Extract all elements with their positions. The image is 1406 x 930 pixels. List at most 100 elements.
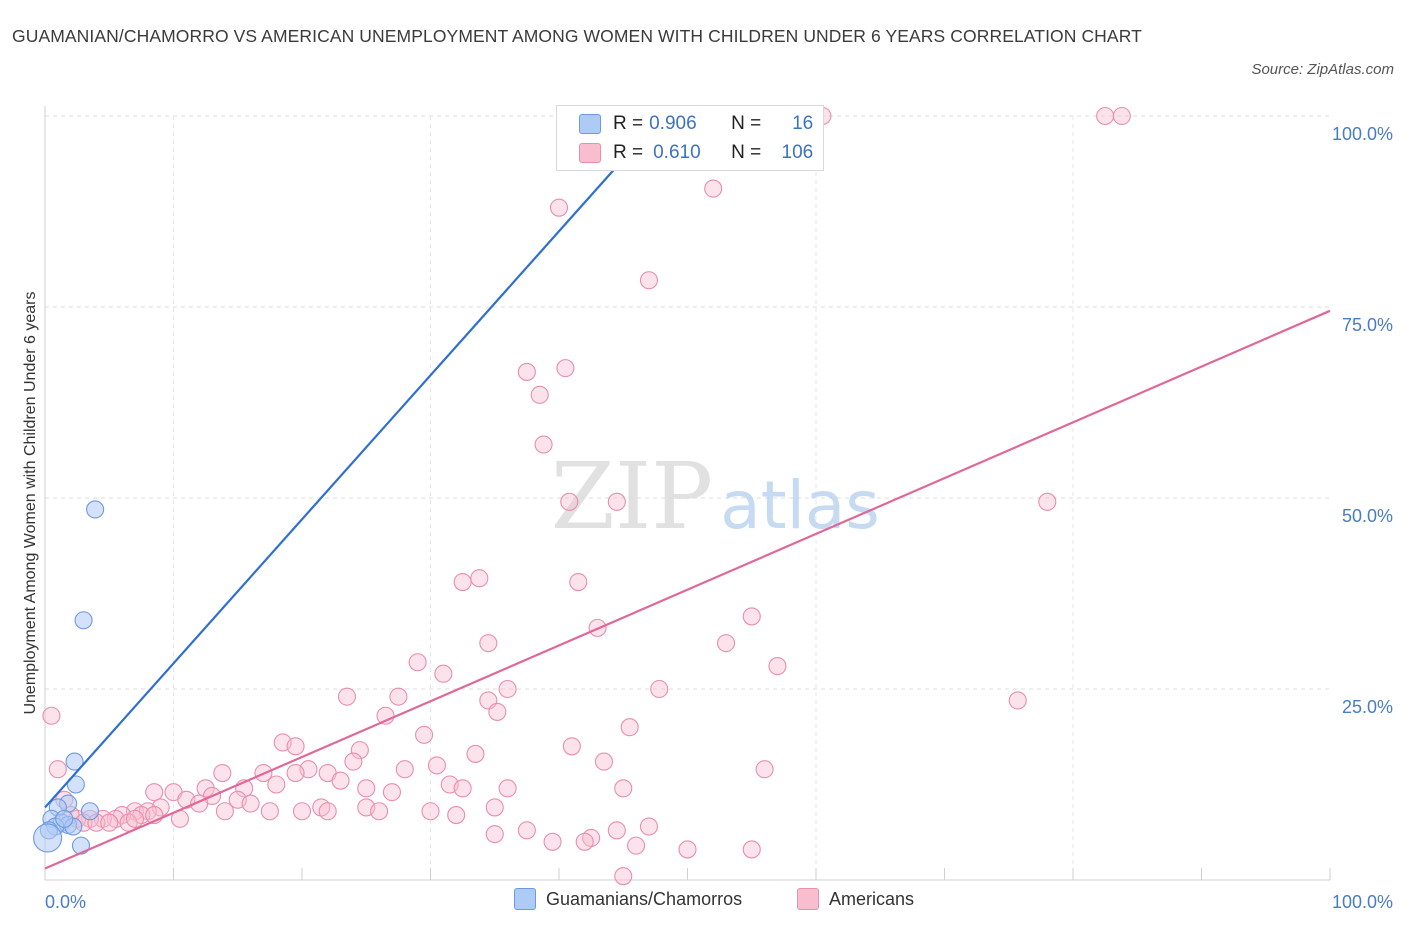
y-tick-label: 25.0% [1342,697,1393,717]
y-tick-label: 100.0% [1332,124,1393,144]
y-tick-label: 75.0% [1342,315,1393,335]
american-point [370,802,389,821]
american-point [530,385,549,404]
american-point [241,794,260,813]
guamanians-trend-line [44,115,663,809]
legend-r-label: R = [613,142,644,163]
guamanian-point [66,775,85,794]
y-tick-label: 50.0% [1342,506,1393,526]
american-point [498,779,517,798]
american-point [292,802,312,821]
american-point [716,634,736,653]
american-point [639,271,659,290]
american-point [607,821,626,840]
watermark-zip: ZIP [551,443,713,550]
chart-title: GUAMANIAN/CHAMORRO VS AMERICAN UNEMPLOYM… [12,26,1142,46]
american-point [704,179,723,198]
legend-swatch-americans [579,143,601,163]
american-point [562,737,581,756]
american-point [549,198,569,217]
american-point [470,569,489,588]
americans-points [42,106,1131,886]
x-tick-label: 0.0% [45,892,86,912]
american-point [620,718,639,737]
american-point [357,779,376,798]
american-point [213,763,232,783]
guamanian-point [71,836,91,855]
x-tick-label: 100.0% [1332,892,1393,912]
american-point [389,687,408,706]
american-point [421,802,440,821]
american-point [607,492,626,511]
american-point [453,779,472,798]
american-point [1008,691,1027,710]
american-point [479,634,498,653]
guamanian-point [86,500,105,519]
american-point [575,832,594,851]
watermark: ZIP atlas [551,443,880,550]
bottom-legend-swatch-americans [797,888,819,910]
american-point [678,840,697,859]
american-point [1038,492,1057,511]
american-point [1112,106,1131,126]
legend-row-americans: R = 0.610 N = 106 [579,139,813,167]
american-point [382,783,402,802]
american-point [267,775,286,794]
correlation-legend: R = 0.906 N = 16 R = 0.610 N = 106 [556,105,824,171]
legend-n-value: 106 [781,142,814,163]
american-point [466,744,485,763]
tick-labels: 25.0% 50.0% 75.0% 100.0% 0.0% 100.0% [45,124,1393,912]
american-point [594,752,614,771]
american-point [517,821,536,840]
american-point [434,664,453,683]
legend-r-value: 0.906 [649,113,697,134]
american-point [485,825,504,844]
american-point [337,687,357,706]
american-point [447,806,466,825]
legend-n-value: 16 [792,113,814,134]
american-point [742,607,761,626]
american-point [100,813,119,832]
trend-lines [44,115,1331,870]
american-point [318,802,337,821]
american-point [614,779,633,798]
bottom-legend-label-americans: Americans [829,888,915,909]
american-point [1096,106,1115,126]
american-point [614,867,633,886]
american-point [453,572,472,592]
american-point [742,840,761,859]
guamanians-points [33,500,105,855]
bottom-legend-guamanians: Guamanians/Chamorros [514,888,742,910]
guamanian-point [65,752,84,771]
american-point [755,760,774,779]
americans-trend-line [44,309,1331,870]
american-point [395,760,414,779]
axes [44,106,1331,881]
american-point [331,771,350,790]
american-point [48,760,67,779]
american-point [427,756,446,775]
american-point [196,779,215,798]
american-point [556,359,575,378]
bottom-legend-label-guamanians: Guamanians/Chamorros [546,888,743,909]
american-point [260,802,279,821]
bottom-legend-swatch-guamanians [514,888,536,910]
american-point [517,362,536,381]
american-point [498,679,517,699]
american-point [569,572,588,592]
american-point [286,763,305,783]
american-point [560,492,579,511]
american-point [485,798,504,817]
chart-source: Source: ZipAtlas.com [1251,61,1394,78]
legend-row-guamanians: R = 0.906 N = 16 [579,110,813,138]
american-point [534,435,553,454]
american-point [543,832,562,851]
guamanian-point [33,823,63,853]
american-point [415,725,434,744]
american-point [215,802,234,821]
legend-n-label: N = [731,142,762,163]
legend-n-label: N = [731,113,762,134]
guamanian-point [80,802,100,821]
bottom-legend-americans: Americans [797,888,914,910]
